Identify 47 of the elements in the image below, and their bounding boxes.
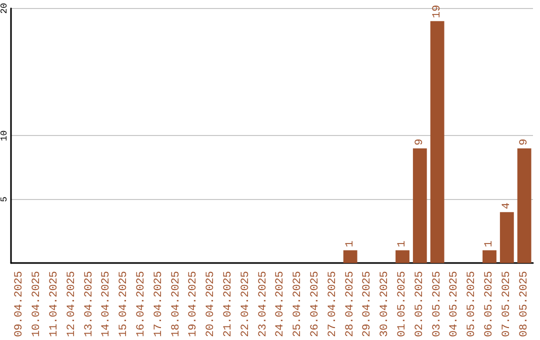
x-tick-label: 26.04.2025 <box>310 270 322 338</box>
data-label: 4 <box>500 202 513 210</box>
data-label: 1 <box>484 240 496 248</box>
x-tick-label: 14.04.2025 <box>100 270 113 338</box>
x-tick-label: 05.05.2025 <box>466 270 478 338</box>
x-tick-label: 10.04.2025 <box>31 270 44 338</box>
bar <box>430 21 444 263</box>
y-tick-label: 5 <box>0 196 10 202</box>
x-tick-label: 20.04.2025 <box>205 270 218 338</box>
bar <box>517 148 532 263</box>
bar <box>482 250 496 263</box>
x-tick-label: 08.05.2025 <box>518 270 530 338</box>
x-tick-label: 18.04.2025 <box>170 270 182 338</box>
x-tick-label: 02.05.2025 <box>414 270 426 338</box>
x-tick-label: 06.05.2025 <box>484 270 496 338</box>
data-label: 9 <box>414 138 426 146</box>
x-tick-label: 21.04.2025 <box>222 270 234 338</box>
x-tick-label: 09.04.2025 <box>14 270 26 338</box>
data-label: 1 <box>396 240 408 248</box>
x-tick-label: 19.04.2025 <box>188 270 200 338</box>
x-tick-label: 25.04.2025 <box>292 270 304 338</box>
x-tick-label: 22.04.2025 <box>240 270 252 338</box>
x-tick-label: 23.04.2025 <box>257 270 270 338</box>
x-tick-label: 13.04.2025 <box>83 270 96 338</box>
bar <box>343 250 358 263</box>
x-tick-label: 04.05.2025 <box>448 270 461 338</box>
x-tick-label: 16.04.2025 <box>136 270 148 338</box>
bar <box>396 250 410 263</box>
x-tick-label: 07.05.2025 <box>500 270 513 338</box>
x-tick-label: 28.04.2025 <box>344 270 356 338</box>
y-tick-label: 10 <box>0 130 10 142</box>
bar <box>412 148 427 263</box>
x-tick-label: 03.05.2025 <box>431 270 444 338</box>
x-tick-label: 11.04.2025 <box>48 270 60 338</box>
x-tick-label: 01.05.2025 <box>396 270 408 338</box>
x-tick-label: 24.04.2025 <box>274 270 287 338</box>
data-label: 19 <box>431 4 444 18</box>
data-label: 9 <box>518 138 530 146</box>
x-tick-label: 29.04.2025 <box>362 270 374 338</box>
x-tick-label: 27.04.2025 <box>326 270 339 338</box>
bar <box>500 212 514 263</box>
x-tick-label: 17.04.2025 <box>152 270 165 338</box>
x-tick-label: 15.04.2025 <box>118 270 130 338</box>
y-tick-label: 20 <box>0 2 10 14</box>
x-tick-label: 30.04.2025 <box>379 270 392 338</box>
data-label: 1 <box>344 240 356 248</box>
x-tick-label: 12.04.2025 <box>66 270 78 338</box>
